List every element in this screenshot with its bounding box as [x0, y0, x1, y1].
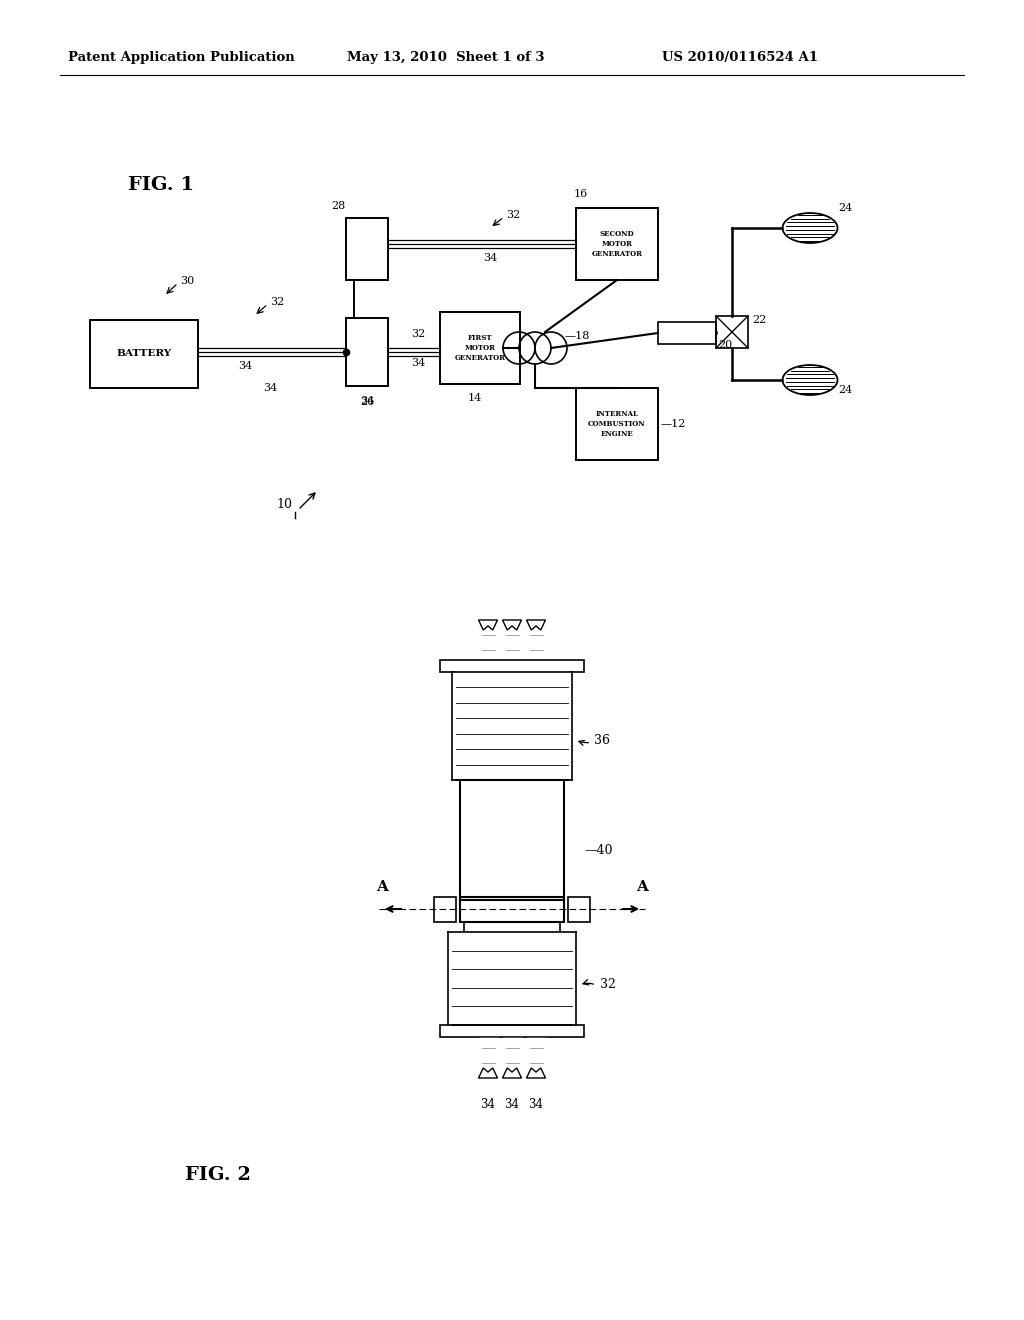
Text: May 13, 2010  Sheet 1 of 3: May 13, 2010 Sheet 1 of 3: [347, 51, 545, 65]
Text: 22: 22: [752, 315, 766, 325]
Text: 32: 32: [270, 297, 285, 308]
Bar: [526, 620, 546, 660]
Polygon shape: [526, 1068, 546, 1078]
Text: —12: —12: [662, 418, 686, 429]
Bar: [449, 1006, 575, 1014]
Bar: [440, 1026, 584, 1038]
Text: A: A: [636, 880, 648, 894]
Bar: [452, 672, 572, 680]
Bar: [716, 315, 748, 348]
Bar: [526, 1038, 546, 1078]
Bar: [452, 932, 572, 1026]
Bar: [658, 322, 716, 345]
Text: 34: 34: [359, 396, 374, 407]
Bar: [452, 688, 572, 696]
Text: 34: 34: [263, 383, 278, 393]
Text: 34: 34: [238, 360, 252, 371]
Text: 24: 24: [838, 385, 852, 395]
Bar: [440, 660, 584, 672]
Text: FIG. 2: FIG. 2: [185, 1166, 251, 1184]
Bar: [452, 702, 572, 711]
Bar: [452, 750, 572, 758]
Text: Patent Application Publication: Patent Application Publication: [68, 51, 295, 65]
Text: 34: 34: [483, 253, 497, 263]
Bar: [460, 898, 564, 921]
Bar: [464, 921, 560, 932]
Text: INTERNAL
COMBUSTION
ENGINE: INTERNAL COMBUSTION ENGINE: [588, 411, 646, 438]
Polygon shape: [478, 620, 498, 630]
Text: 16: 16: [573, 189, 588, 199]
Text: 20: 20: [718, 341, 732, 350]
Bar: [503, 1038, 521, 1078]
Bar: [434, 898, 456, 921]
Bar: [460, 780, 564, 900]
Text: FIRST
MOTOR
GENERATOR: FIRST MOTOR GENERATOR: [455, 334, 506, 362]
Text: —18: —18: [565, 331, 591, 341]
Text: 34: 34: [505, 1098, 519, 1111]
Bar: [456, 672, 568, 780]
Text: 28: 28: [331, 201, 345, 211]
Bar: [346, 318, 388, 385]
Text: 34: 34: [528, 1098, 544, 1111]
Bar: [90, 319, 198, 388]
Bar: [478, 620, 498, 660]
Text: 30: 30: [180, 276, 195, 286]
Bar: [503, 620, 521, 660]
Bar: [478, 1038, 498, 1078]
Polygon shape: [526, 620, 546, 630]
Bar: [575, 388, 658, 459]
Bar: [452, 734, 572, 742]
Bar: [449, 969, 575, 977]
Text: 32: 32: [600, 978, 615, 991]
Bar: [452, 718, 572, 726]
Polygon shape: [503, 620, 521, 630]
Bar: [440, 312, 520, 384]
Text: —40: —40: [584, 843, 612, 857]
Text: BATTERY: BATTERY: [117, 350, 172, 359]
Text: 14: 14: [468, 393, 482, 403]
Bar: [452, 764, 572, 772]
Text: FIG. 1: FIG. 1: [128, 176, 195, 194]
Text: 24: 24: [838, 203, 852, 213]
Text: 32: 32: [506, 210, 520, 220]
Bar: [575, 209, 658, 280]
Polygon shape: [503, 1068, 521, 1078]
Text: 36: 36: [579, 734, 610, 747]
Bar: [449, 987, 575, 995]
Polygon shape: [478, 1068, 498, 1078]
Bar: [346, 218, 388, 280]
Bar: [568, 898, 590, 921]
Text: 34: 34: [411, 358, 425, 368]
Bar: [449, 950, 575, 958]
Text: 32: 32: [411, 329, 425, 339]
Text: 26: 26: [359, 397, 374, 407]
Text: SECOND
MOTOR
GENERATOR: SECOND MOTOR GENERATOR: [592, 230, 642, 257]
Text: 10: 10: [276, 499, 292, 511]
Bar: [449, 932, 575, 940]
Text: A: A: [376, 880, 388, 894]
Text: US 2010/0116524 A1: US 2010/0116524 A1: [662, 51, 818, 65]
Text: 34: 34: [480, 1098, 496, 1111]
